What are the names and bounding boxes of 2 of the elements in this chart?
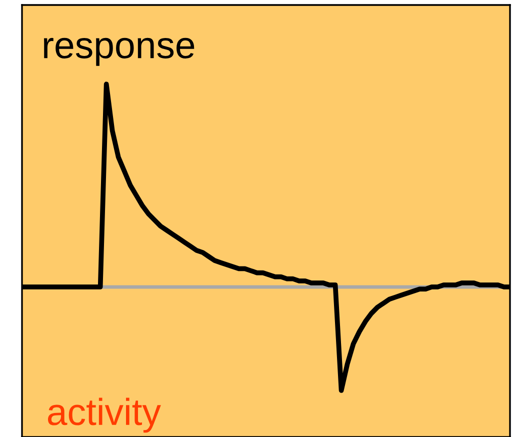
text: activity [48,398,161,433]
text: response [44,38,194,66]
